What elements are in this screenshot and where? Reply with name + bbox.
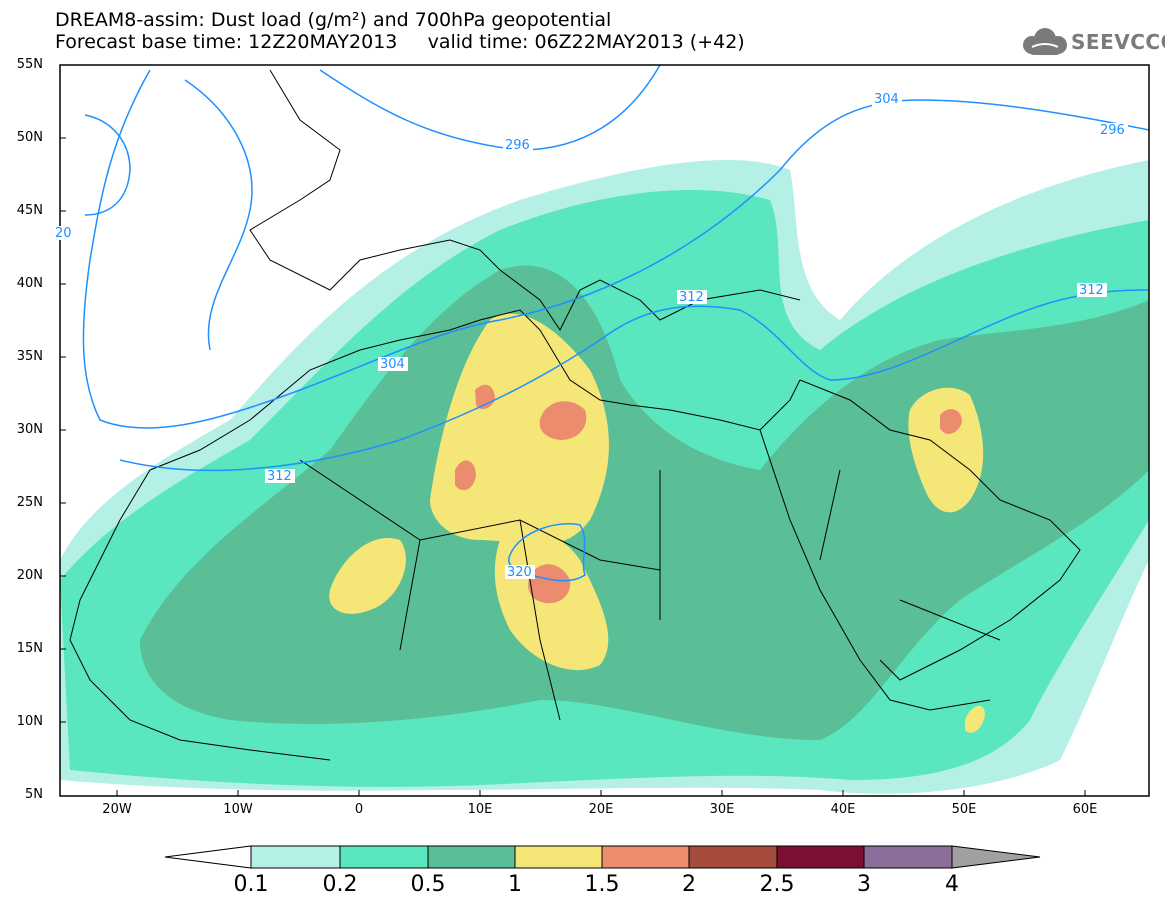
- dust-1-region-d: [908, 387, 984, 513]
- contour-label-312a: 312: [267, 469, 292, 484]
- contour-label-boxes: [54, 92, 1128, 579]
- lat-label-15n: 15N: [16, 641, 43, 656]
- lon-label-30e: 30E: [709, 802, 735, 817]
- colorbar-bin-2: [339, 845, 429, 869]
- colorbar-bin-8: [863, 845, 953, 869]
- lon-label-50e: 50E: [951, 802, 977, 817]
- dust-1.5-region-a: [539, 401, 587, 440]
- colorbar-bin-1: [250, 845, 341, 869]
- lat-label-30n: 30N: [16, 422, 43, 437]
- dust-1.5-region-b: [528, 564, 571, 604]
- lat-label-5n: 5N: [25, 787, 43, 802]
- colorbar-label-1: 1: [508, 872, 522, 897]
- lat-label-50n: 50N: [16, 130, 43, 145]
- colorbar-bin-7: [776, 845, 865, 869]
- colorbar-label-3: 3: [857, 872, 871, 897]
- lat-label-35n: 35N: [16, 349, 43, 364]
- dust-1-region-e: [965, 705, 985, 733]
- colorbar-label-4: 4: [945, 872, 959, 897]
- colorbar-label-0.2: 0.2: [322, 872, 358, 897]
- lat-label-40n: 40N: [16, 276, 43, 291]
- axis-ticks: [60, 64, 1086, 796]
- colorbar-bin-3: [427, 845, 516, 869]
- contour-label-320: 320: [507, 565, 532, 580]
- colorbar-label-0.5: 0.5: [410, 872, 446, 897]
- coastline-europe: [249, 69, 801, 331]
- dust-1-region-a: [430, 313, 609, 545]
- contour-320-small: [84, 114, 131, 216]
- cloud-icon: [1023, 28, 1067, 55]
- coastline-red-sea: [759, 429, 991, 711]
- coastline-west-africa: [69, 469, 331, 761]
- dust-1.5-region-e: [940, 409, 962, 434]
- title-line-2: Forecast base time: 12Z20MAY2013 valid t…: [55, 31, 745, 53]
- colorbar-label-2: 2: [682, 872, 696, 897]
- contour-label-304b: 304: [874, 92, 899, 107]
- colorbar-bin-5: [601, 845, 690, 869]
- contour-label-296a: 296: [505, 138, 530, 153]
- contour-312: [119, 289, 1149, 472]
- colorbar-label-0.1: 0.1: [233, 872, 269, 897]
- dust-0.5-region: [140, 265, 1149, 740]
- colorbar-over-arrow: [951, 845, 1041, 869]
- lat-label-55n: 55N: [16, 57, 43, 72]
- colorbar: [164, 845, 1041, 869]
- logo-text: SEEVCCC: [1071, 30, 1165, 54]
- lon-label-10w: 10W: [223, 802, 253, 817]
- border-lines: [299, 459, 1001, 721]
- contour-label-312b: 312: [679, 290, 704, 305]
- lon-label-0: 0: [354, 802, 364, 817]
- lat-label-20n: 20N: [16, 568, 43, 583]
- lat-label-45n: 45N: [16, 203, 43, 218]
- coastline-africa-north: [149, 309, 801, 471]
- colorbar-under-arrow: [164, 845, 252, 869]
- lon-label-10e: 10E: [467, 802, 493, 817]
- contour-304: [82, 69, 1149, 429]
- contour-296-west: [184, 79, 253, 351]
- title-line-1: DREAM8-assim: Dust load (g/m²) and 700hP…: [55, 9, 612, 31]
- lat-label-10n: 10N: [16, 714, 43, 729]
- lon-label-60e: 60E: [1072, 802, 1098, 817]
- dust-1-region-c: [329, 538, 406, 614]
- contour-label-304a: 304: [380, 357, 405, 372]
- colorbar-bin-4: [514, 845, 603, 869]
- contour-label-20: 20: [55, 226, 72, 241]
- lon-label-20w: 20W: [102, 802, 132, 817]
- lon-label-40e: 40E: [830, 802, 856, 817]
- dust-1.5-region-d: [455, 460, 476, 491]
- lon-label-20e: 20E: [588, 802, 614, 817]
- colorbar-label-1.5: 1.5: [584, 872, 620, 897]
- contour-label-312c: 312: [1079, 283, 1104, 298]
- lat-label-25n: 25N: [16, 495, 43, 510]
- coastline-arabia: [799, 379, 1081, 681]
- colorbar-bin-6: [688, 845, 778, 869]
- colorbar-label-2.5: 2.5: [759, 872, 795, 897]
- contour-label-296b: 296: [1100, 123, 1125, 138]
